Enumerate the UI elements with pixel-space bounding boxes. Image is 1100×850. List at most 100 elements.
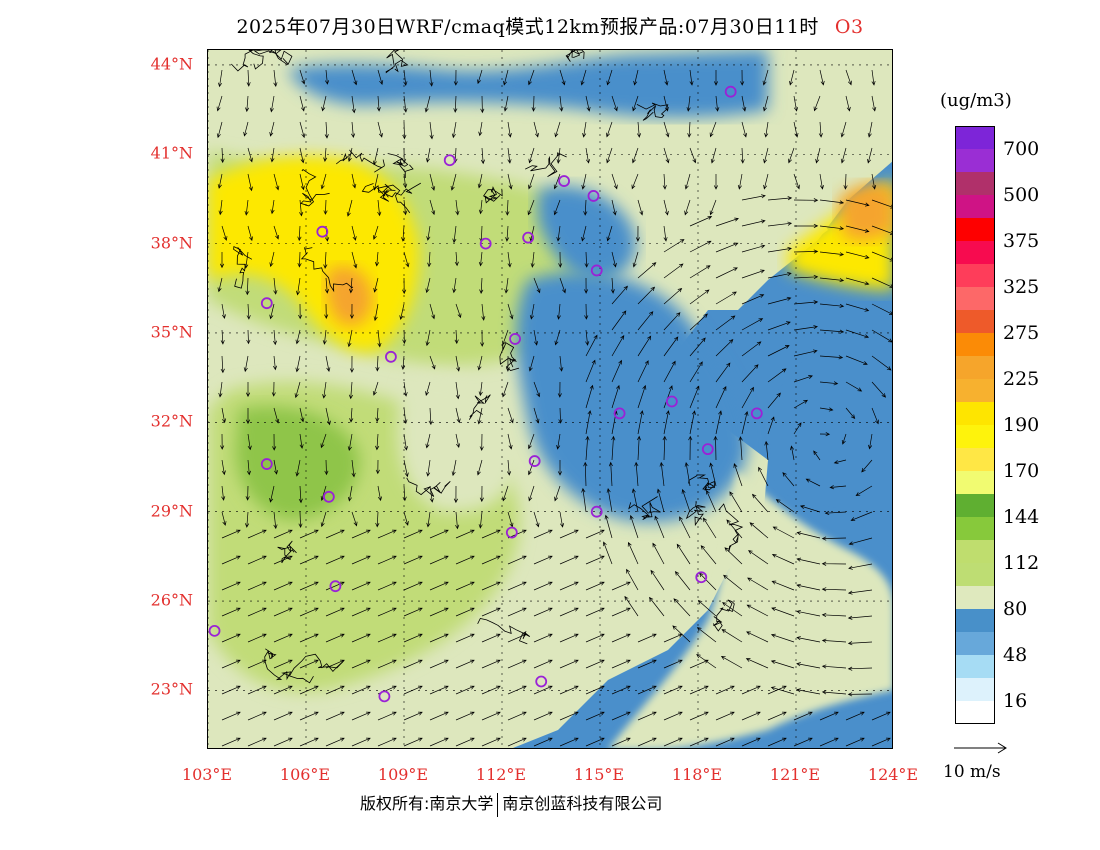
wind-arrow bbox=[637, 199, 644, 216]
wind-arrow bbox=[429, 355, 436, 370]
wind-arrow bbox=[611, 659, 631, 669]
wind-arrow bbox=[528, 147, 535, 164]
wind-arrow bbox=[533, 685, 553, 695]
wind-arrow bbox=[868, 433, 873, 450]
wind-arrow bbox=[770, 660, 795, 669]
wind-arrow bbox=[770, 686, 795, 695]
wind-arrow bbox=[737, 173, 743, 190]
wind-arrow bbox=[559, 69, 566, 86]
wind-arrow bbox=[741, 386, 754, 409]
wind-arrow bbox=[847, 589, 873, 595]
boundary-line bbox=[712, 599, 735, 632]
wind-arrow bbox=[244, 251, 249, 269]
latitude-tick-label: 41°N bbox=[150, 143, 193, 163]
wind-arrow bbox=[557, 381, 562, 398]
wind-arrow bbox=[221, 485, 226, 501]
legend-label: 225 bbox=[1003, 368, 1040, 390]
legend-swatch bbox=[955, 287, 995, 310]
wind-arrow bbox=[767, 221, 793, 227]
wind-arrow bbox=[793, 399, 808, 409]
wind-arrow bbox=[528, 355, 535, 372]
wind-arrow bbox=[273, 659, 293, 669]
wind-arrow bbox=[663, 147, 670, 164]
wind-arrow bbox=[247, 711, 267, 721]
wind-arrow bbox=[403, 581, 423, 591]
legend-label: 500 bbox=[1003, 184, 1040, 206]
wind-arrow bbox=[295, 459, 301, 477]
wind-arrow bbox=[299, 529, 319, 539]
wind-arrow bbox=[402, 329, 407, 345]
station-marker bbox=[509, 333, 521, 345]
boundary-line bbox=[499, 342, 520, 371]
wind-arrow bbox=[503, 95, 509, 112]
legend-swatch bbox=[955, 172, 995, 195]
wind-arrow bbox=[299, 711, 319, 721]
wind-arrow bbox=[819, 329, 845, 334]
wind-arrow bbox=[636, 121, 642, 138]
wind-arrow bbox=[585, 329, 590, 346]
wind-arrow bbox=[481, 685, 501, 695]
wind-arrow bbox=[845, 329, 870, 339]
wind-arrow bbox=[247, 529, 267, 539]
wind-arrow bbox=[637, 311, 654, 331]
legend-swatch bbox=[955, 195, 995, 218]
wind-arrow bbox=[325, 69, 330, 85]
legend-swatch bbox=[955, 241, 995, 264]
longitude-tick-label: 121°E bbox=[769, 765, 821, 784]
wind-arrow bbox=[424, 95, 431, 113]
wind-arrow bbox=[770, 633, 795, 643]
wind-arrow bbox=[687, 121, 692, 138]
wind-arrow bbox=[374, 251, 380, 267]
wind-arrow bbox=[821, 587, 847, 592]
wind-arrow bbox=[741, 364, 759, 383]
boundary-line bbox=[335, 149, 385, 173]
wind-arrow bbox=[819, 251, 845, 257]
latitude-tick-label: 23°N bbox=[150, 679, 193, 699]
wind-arrow bbox=[585, 711, 605, 721]
wind-arrow bbox=[558, 251, 563, 268]
wind-arrow bbox=[527, 199, 535, 216]
wind-arrow bbox=[793, 223, 819, 229]
wind-arrow bbox=[299, 69, 306, 85]
wind-arrow bbox=[477, 173, 483, 189]
wind-arrow bbox=[325, 711, 345, 721]
wind-arrow bbox=[502, 381, 509, 398]
wind-arrow bbox=[533, 121, 539, 138]
wind-arrow bbox=[841, 433, 847, 445]
wind-arrow bbox=[507, 737, 527, 747]
wind-arrow bbox=[429, 685, 449, 695]
wind-arrow bbox=[741, 194, 766, 201]
wind-arrow bbox=[762, 69, 769, 86]
wind-arrow bbox=[867, 121, 873, 138]
wind-arrow bbox=[626, 568, 639, 591]
wind-arrow bbox=[610, 277, 615, 294]
wind-arrow bbox=[273, 555, 293, 565]
wind-arrow bbox=[221, 555, 241, 565]
longitude-tick-label: 112°E bbox=[475, 765, 527, 784]
wind-arrow bbox=[479, 485, 484, 503]
wind-arrow bbox=[767, 368, 787, 383]
boundary-line bbox=[718, 503, 744, 553]
wind-arrow bbox=[299, 659, 319, 669]
wind-arrow bbox=[606, 147, 613, 164]
wind-arrow bbox=[403, 69, 408, 86]
wind-arrow bbox=[580, 69, 587, 86]
wind-arrow bbox=[758, 466, 769, 487]
legend-label: 16 bbox=[1003, 690, 1028, 712]
wind-arrow bbox=[585, 147, 591, 164]
wind-arrow bbox=[377, 529, 397, 539]
wind-arrow bbox=[676, 543, 691, 565]
wind-arrow bbox=[715, 410, 723, 435]
wind-arrow bbox=[715, 267, 738, 279]
boundary-line bbox=[233, 245, 253, 289]
wind-arrow bbox=[654, 515, 665, 539]
boundary-line bbox=[628, 496, 661, 521]
wind-arrow bbox=[320, 433, 327, 449]
wind-arrow bbox=[273, 581, 293, 591]
wind-arrow bbox=[533, 381, 541, 398]
wind-arrow bbox=[481, 711, 501, 721]
wind-arrow bbox=[373, 277, 379, 293]
wind-arrow bbox=[767, 296, 792, 305]
wind-arrow bbox=[218, 381, 223, 398]
wind-arrow bbox=[663, 685, 683, 695]
